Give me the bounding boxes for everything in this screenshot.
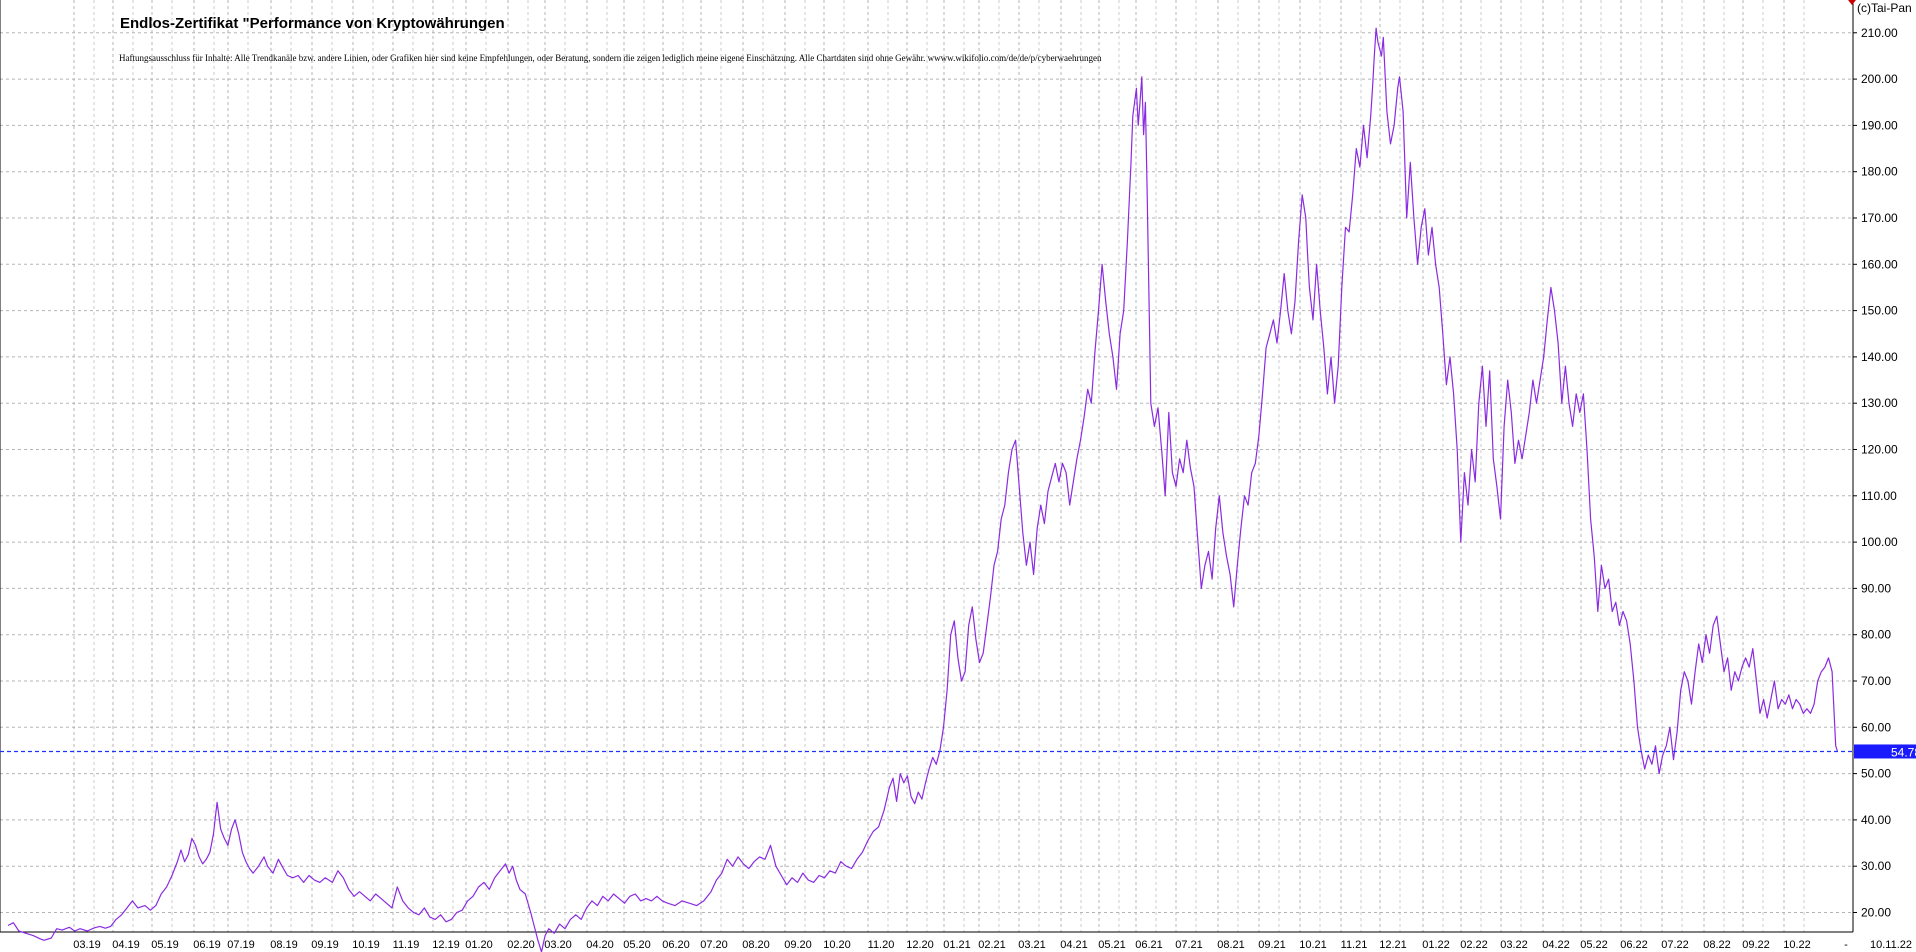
last-value-badge [1854, 744, 1916, 759]
x-tick-label: 11.19 [393, 939, 420, 951]
y-tick-label: 110.00 [1861, 489, 1897, 503]
y-tick-label: 120.00 [1861, 443, 1898, 457]
y-tick-label: 150.00 [1861, 304, 1898, 318]
x-tick-label: 11.20 [868, 939, 895, 951]
x-tick-label: 03.20 [544, 939, 572, 951]
x-tick-label: 09.20 [784, 939, 812, 951]
series-group [7, 27, 1839, 952]
copyright-label: (c)Tai-Pan [1857, 1, 1912, 15]
y-tick-label: 180.00 [1861, 165, 1898, 179]
x-tick-label: 08.22 [1703, 939, 1731, 951]
x-tick-label: 08.20 [742, 939, 770, 951]
y-tick-label: 60.00 [1861, 720, 1891, 734]
disclaimer-text: Haftungsausschluss für Inhalte: Alle Tre… [119, 53, 1102, 63]
x-tick-label: 10.20 [823, 939, 851, 951]
x-tick-label: 10.11.22 [1870, 939, 1912, 951]
x-tick-label: 06.21 [1135, 939, 1163, 951]
y-tick-label: 140.00 [1861, 350, 1898, 364]
x-tick-label: 10.22 [1783, 939, 1811, 951]
last-value-label: 54.78 [1891, 745, 1916, 759]
x-tick-label: 07.21 [1175, 939, 1203, 951]
y-tick-label: 170.00 [1861, 211, 1898, 225]
x-tick-label: 12.19 [432, 939, 460, 951]
vertical-grid [73, 0, 1805, 932]
x-tick-label: 07.20 [700, 939, 728, 951]
x-tick-label: 05.19 [151, 939, 179, 951]
x-tick-label: 03.19 [73, 939, 101, 951]
series-line [7, 27, 1839, 952]
y-tick-label: 40.00 [1861, 813, 1891, 827]
x-tick-label: 04.20 [586, 939, 614, 951]
x-tick-label: 04.21 [1060, 939, 1088, 951]
y-tick-label: 90.00 [1861, 581, 1891, 595]
x-tick-label: 08.19 [270, 939, 298, 951]
x-tick-label: 08.21 [1217, 939, 1245, 951]
y-tick-label: 130.00 [1861, 396, 1898, 410]
x-tick-label: 12.21 [1379, 939, 1407, 951]
y-tick-label: 20.00 [1861, 906, 1891, 920]
x-tick-label: 04.22 [1542, 939, 1570, 951]
x-tick-label: - [1844, 939, 1848, 951]
x-tick-label: 01.21 [943, 939, 971, 951]
x-axis-ticks: 03.19 04.19 05.19 06.19 07.19 08.19 09.19 10.19… [73, 939, 1912, 951]
x-tick-label: 09.22 [1742, 939, 1770, 951]
horizontal-grid [0, 32, 1853, 913]
x-tick-label: 09.21 [1258, 939, 1286, 951]
y-tick-label: 70.00 [1861, 674, 1891, 688]
y-tick-label: 210.00 [1861, 26, 1898, 40]
x-tick-label: 02.21 [978, 939, 1006, 951]
x-tick-label: 05.20 [623, 939, 651, 951]
x-tick-label: 02.22 [1460, 939, 1488, 951]
x-tick-label: 06.22 [1620, 939, 1648, 951]
x-tick-label: 05.21 [1098, 939, 1126, 951]
corner-marker-icon [1848, 0, 1856, 5]
x-tick-label: 04.19 [112, 939, 140, 951]
x-tick-label: 11.21 [1341, 939, 1368, 951]
x-tick-label: 01.22 [1422, 939, 1450, 951]
chart-title: Endlos-Zertifikat "Performance von Krypt… [120, 15, 505, 32]
x-tick-label: 02.20 [507, 939, 535, 951]
x-tick-label: 12.20 [906, 939, 934, 951]
y-tick-label: 80.00 [1861, 628, 1891, 642]
x-tick-label: 10.21 [1299, 939, 1327, 951]
y-tick-label: 160.00 [1861, 257, 1898, 271]
x-tick-label: 09.19 [311, 939, 339, 951]
y-tick-label: 200.00 [1861, 72, 1898, 86]
y-tick-label: 100.00 [1861, 535, 1898, 549]
x-tick-label: 06.20 [662, 939, 690, 951]
x-tick-label: 03.21 [1018, 939, 1046, 951]
y-axis-ticks: 20.00 30.00 40.00 50.00 60.00 70.00 80.00 90.00… [1853, 26, 1898, 920]
x-tick-label: 10.19 [352, 939, 380, 951]
x-tick-label: 01.20 [465, 939, 493, 951]
y-tick-label: 190.00 [1861, 118, 1898, 132]
x-tick-label: 05.22 [1580, 939, 1608, 951]
x-tick-label: 03.22 [1500, 939, 1528, 951]
x-tick-label: 07.19 [227, 939, 255, 951]
x-tick-label: 07.22 [1661, 939, 1689, 951]
y-tick-label: 50.00 [1861, 767, 1891, 781]
y-tick-label: 30.00 [1861, 859, 1891, 873]
x-tick-label: 06.19 [193, 939, 221, 951]
